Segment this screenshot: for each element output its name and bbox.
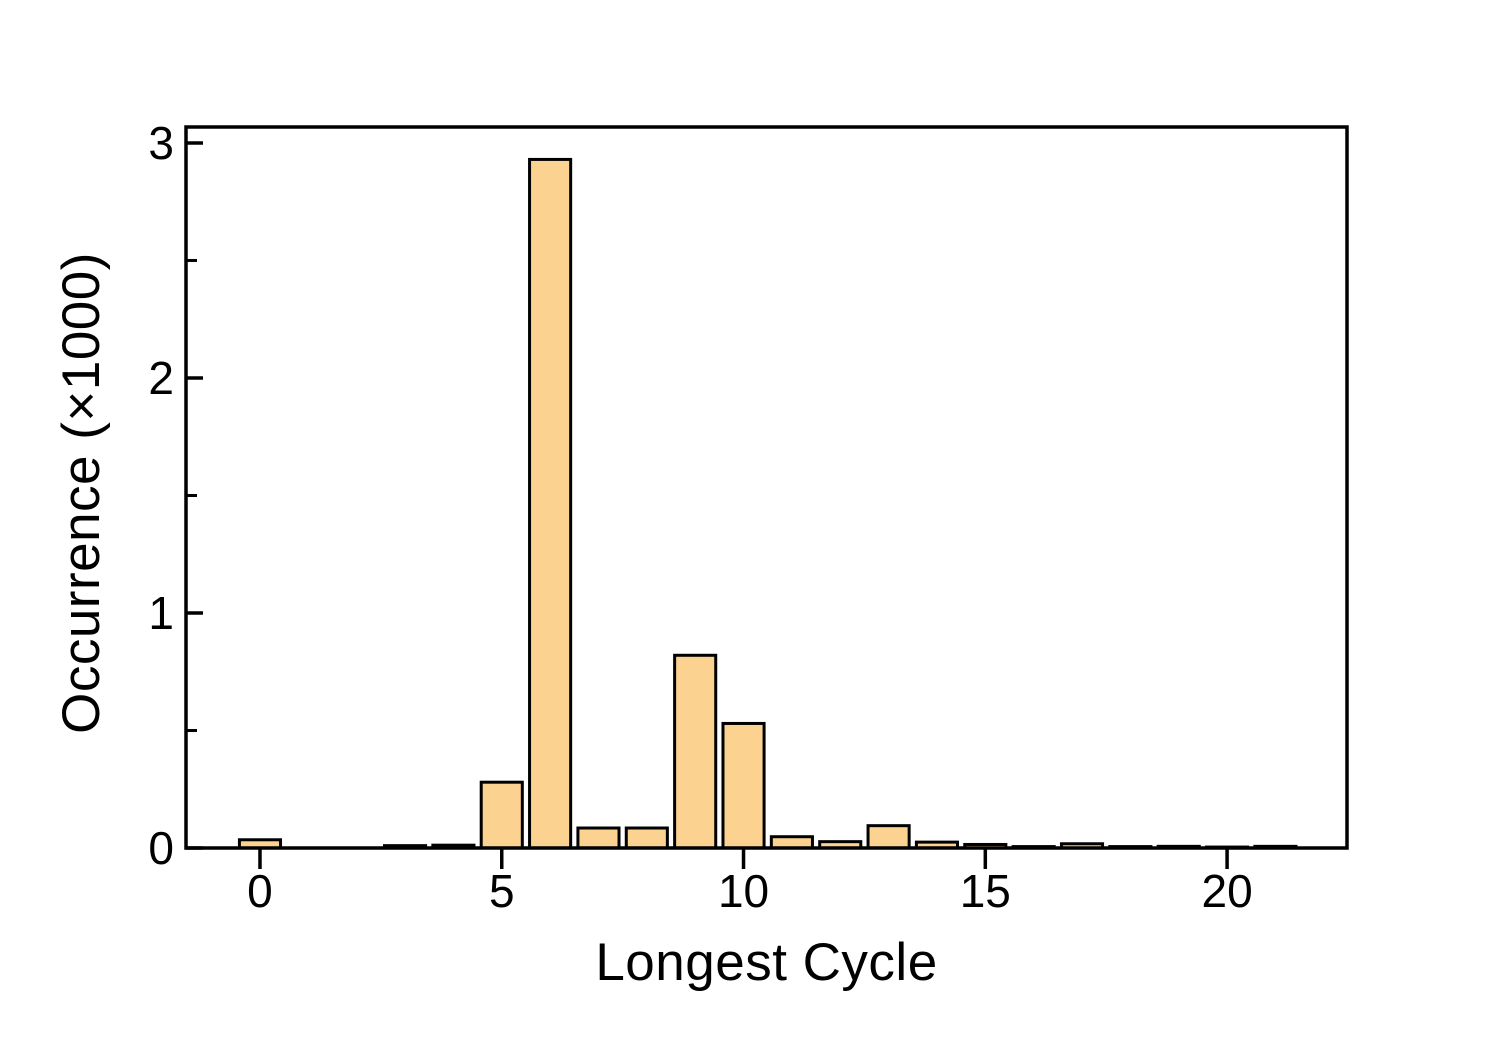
x-tick-label: 0 <box>247 865 273 917</box>
x-axis-title: Longest Cycle <box>595 933 938 992</box>
bar <box>624 826 669 850</box>
x-tick-label: 15 <box>960 865 1011 917</box>
x-tick-label: 5 <box>489 865 515 917</box>
bar <box>479 780 524 850</box>
y-tick-label: 2 <box>148 352 174 404</box>
y-tick-label: 1 <box>148 587 174 639</box>
bar <box>576 826 621 850</box>
bar <box>673 653 718 850</box>
bar <box>866 824 911 850</box>
y-tick-label: 3 <box>148 117 174 169</box>
x-tick-label: 20 <box>1201 865 1252 917</box>
y-axis-title: Occurrence (×1000) <box>52 252 111 734</box>
y-tick-label: 0 <box>148 822 174 874</box>
bar <box>721 721 766 850</box>
bar <box>528 157 573 850</box>
x-tick-label: 10 <box>718 865 769 917</box>
plot-border <box>184 125 1349 850</box>
